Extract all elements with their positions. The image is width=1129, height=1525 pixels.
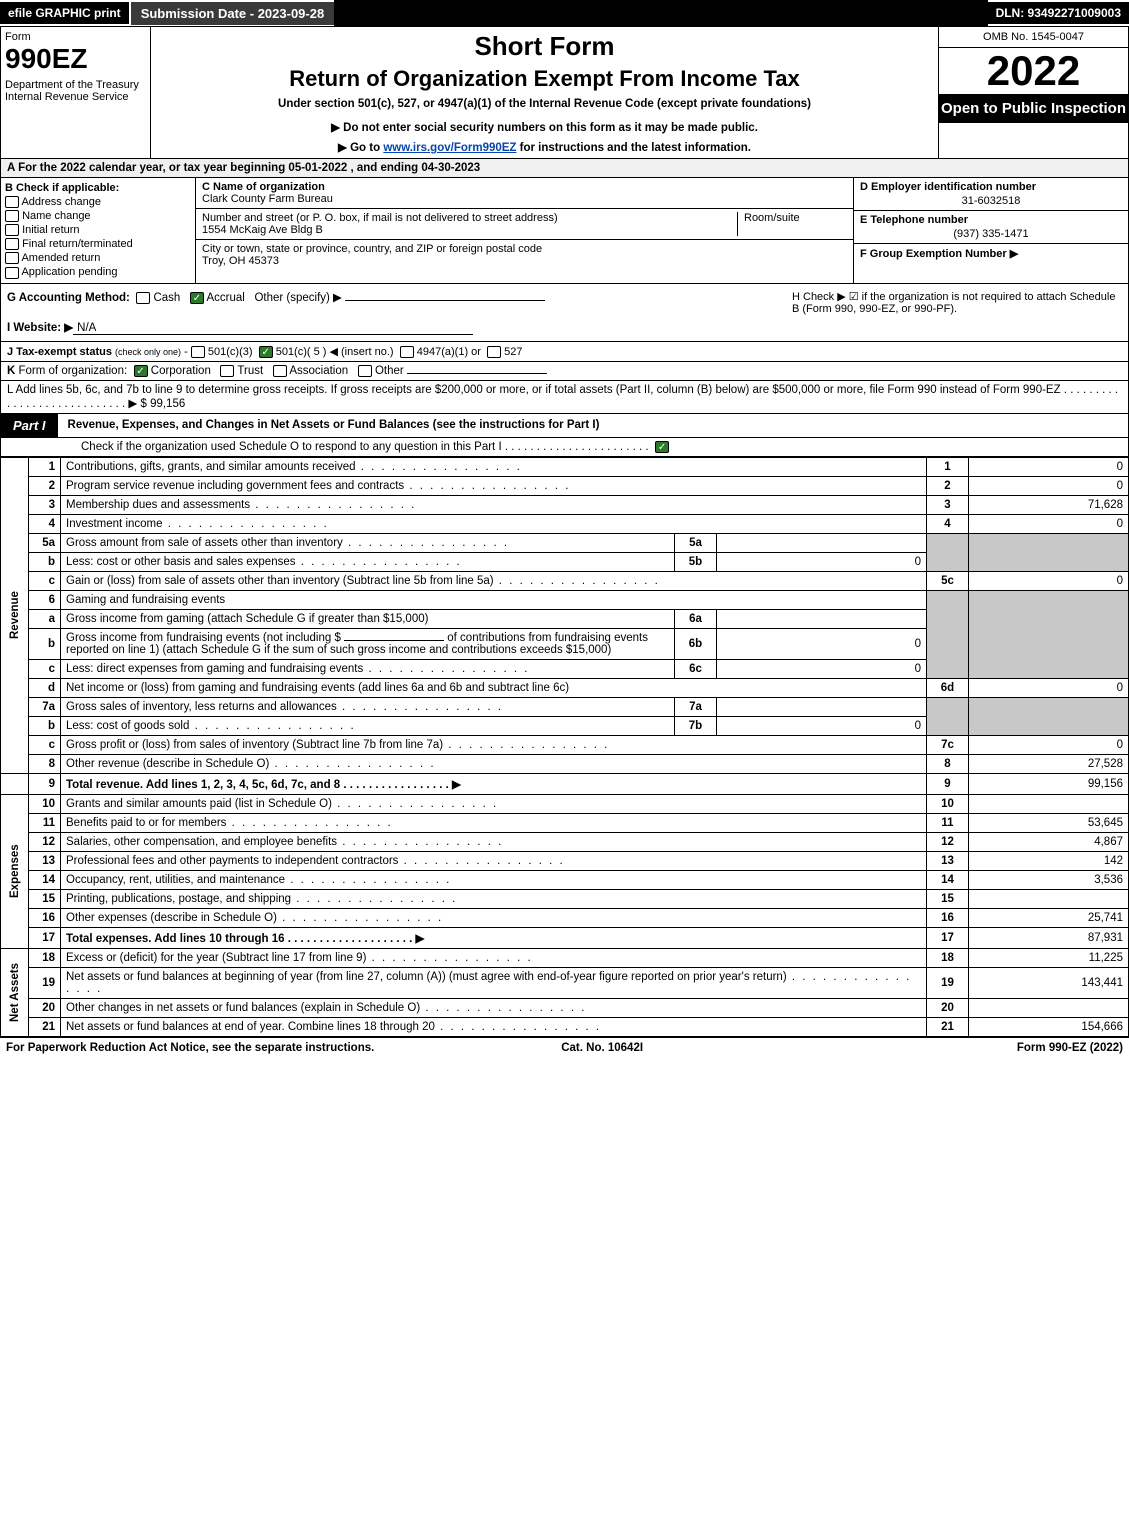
table-row: 7aGross sales of inventory, less returns… <box>1 697 1129 716</box>
dln-number: DLN: 93492271009003 <box>988 2 1129 24</box>
street-address: 1554 McKaig Ave Bldg B <box>202 224 323 236</box>
table-row: 2Program service revenue including gover… <box>1 476 1129 495</box>
table-row: 20Other changes in net assets or fund ba… <box>1 998 1129 1017</box>
chk-name-change[interactable]: Name change <box>5 210 191 222</box>
part1-check-o: Check if the organization used Schedule … <box>0 438 1129 457</box>
city-label: City or town, state or province, country… <box>202 243 542 255</box>
table-row: 17Total expenses. Add lines 10 through 1… <box>1 927 1129 948</box>
table-row: 14Occupancy, rent, utilities, and mainte… <box>1 870 1129 889</box>
chk-address-change[interactable]: Address change <box>5 196 191 208</box>
part1-tab: Part I <box>1 414 58 437</box>
table-row: dNet income or (loss) from gaming and fu… <box>1 678 1129 697</box>
table-row: 8Other revenue (describe in Schedule O)8… <box>1 754 1129 773</box>
section-b-title: B Check if applicable: <box>5 182 191 194</box>
department-label: Department of the Treasury Internal Reve… <box>5 79 146 103</box>
chk-application-pending[interactable]: Application pending <box>5 266 191 278</box>
table-row: 11Benefits paid to or for members1153,64… <box>1 813 1129 832</box>
gross-receipts: 99,156 <box>150 398 185 410</box>
table-row: cGain or (loss) from sale of assets othe… <box>1 571 1129 590</box>
table-row: 9Total revenue. Add lines 1, 2, 3, 4, 5c… <box>1 773 1129 794</box>
chk-final-return[interactable]: Final return/terminated <box>5 238 191 250</box>
goto-pre: ▶ Go to <box>338 142 383 154</box>
g-accrual[interactable]: Accrual <box>206 292 244 304</box>
table-row: cGross profit or (loss) from sales of in… <box>1 735 1129 754</box>
form-number: 990EZ <box>5 43 146 75</box>
row-i: I Website: ▶N/A <box>7 320 792 335</box>
website-val: N/A <box>77 322 96 334</box>
tax-year: 2022 <box>939 48 1128 94</box>
table-row: 4Investment income40 <box>1 514 1129 533</box>
topbar-spacer <box>334 0 987 26</box>
chk-amended-return[interactable]: Amended return <box>5 252 191 264</box>
telephone: (937) 335-1471 <box>860 228 1122 240</box>
table-row: 16Other expenses (describe in Schedule O… <box>1 908 1129 927</box>
ein: 31-6032518 <box>860 195 1122 207</box>
table-row: 6Gaming and fundraising events <box>1 590 1129 609</box>
cat-number: Cat. No. 10642I <box>561 1042 643 1054</box>
short-form-title: Short Form <box>155 31 934 62</box>
room-suite-label: Room/suite <box>737 212 847 236</box>
header-left: Form 990EZ Department of the Treasury In… <box>1 27 151 158</box>
section-l: L Add lines 5b, 6c, and 7b to line 9 to … <box>0 381 1129 414</box>
c-name-label: C Name of organization <box>202 181 847 193</box>
goto-line: ▶ Go to www.irs.gov/Form990EZ for instru… <box>155 140 934 154</box>
form-ref: Form 990-EZ (2022) <box>1017 1042 1123 1054</box>
ssn-warning: ▶ Do not enter social security numbers o… <box>155 120 934 134</box>
f-label: F Group Exemption Number ▶ <box>860 247 1122 260</box>
main-title: Return of Organization Exempt From Incom… <box>155 66 934 92</box>
table-row: 5aGross amount from sale of assets other… <box>1 533 1129 552</box>
netassets-side-label: Net Assets <box>1 948 29 1036</box>
revenue-side-label: Revenue <box>1 457 29 773</box>
omb-number: OMB No. 1545-0047 <box>939 27 1128 48</box>
table-row: 15Printing, publications, postage, and s… <box>1 889 1129 908</box>
submission-date: Submission Date - 2023-09-28 <box>129 2 335 25</box>
efile-graphic-print[interactable]: efile GRAPHIC print <box>0 2 129 24</box>
top-bar: efile GRAPHIC print Submission Date - 20… <box>0 0 1129 27</box>
form-label: Form <box>5 31 146 43</box>
goto-post: for instructions and the latest informat… <box>516 142 751 154</box>
row-a-tax-year: A For the 2022 calendar year, or tax yea… <box>0 159 1129 178</box>
e-label: E Telephone number <box>860 214 1122 226</box>
section-j: J Tax-exempt status (check only one) - 5… <box>0 342 1129 362</box>
chk-initial-return[interactable]: Initial return <box>5 224 191 236</box>
table-row: Net Assets 18Excess or (deficit) for the… <box>1 948 1129 967</box>
under-section: Under section 501(c), 527, or 4947(a)(1)… <box>155 98 934 110</box>
expenses-side-label: Expenses <box>1 794 29 948</box>
irs-link[interactable]: www.irs.gov/Form990EZ <box>383 142 516 154</box>
open-public-inspection: Open to Public Inspection <box>939 94 1128 123</box>
section-c: C Name of organization Clark County Farm… <box>196 178 853 283</box>
g-other[interactable]: Other (specify) ▶ <box>254 292 341 304</box>
section-b: B Check if applicable: Address change Na… <box>1 178 196 283</box>
header-mid: Short Form Return of Organization Exempt… <box>151 27 938 158</box>
row-g: G Accounting Method: Cash ✓ Accrual Othe… <box>7 290 792 304</box>
section-k: K Form of organization: ✓ Corporation Tr… <box>0 362 1129 381</box>
part1-header: Part I Revenue, Expenses, and Changes in… <box>0 414 1129 438</box>
bcdef-block: B Check if applicable: Address change Na… <box>0 178 1129 284</box>
section-ghi: G Accounting Method: Cash ✓ Accrual Othe… <box>0 284 1129 342</box>
g-cash[interactable]: Cash <box>153 292 180 304</box>
header-right: OMB No. 1545-0047 2022 Open to Public In… <box>938 27 1128 158</box>
city-state-zip: Troy, OH 45373 <box>202 255 279 267</box>
table-row: Expenses 10Grants and similar amounts pa… <box>1 794 1129 813</box>
table-row: 19Net assets or fund balances at beginni… <box>1 967 1129 998</box>
part1-title: Revenue, Expenses, and Changes in Net As… <box>58 415 1128 435</box>
form-header: Form 990EZ Department of the Treasury In… <box>0 27 1129 159</box>
table-row: 3Membership dues and assessments371,628 <box>1 495 1129 514</box>
table-row: 12Salaries, other compensation, and empl… <box>1 832 1129 851</box>
addr-label: Number and street (or P. O. box, if mail… <box>202 212 558 224</box>
section-def: D Employer identification number 31-6032… <box>853 178 1128 283</box>
page-footer: For Paperwork Reduction Act Notice, see … <box>0 1037 1129 1058</box>
part1-table: Revenue 1Contributions, gifts, grants, a… <box>0 457 1129 1037</box>
table-row: Revenue 1Contributions, gifts, grants, a… <box>1 457 1129 476</box>
row-h: H Check ▶ ☑ if the organization is not r… <box>792 290 1122 335</box>
paperwork-notice: For Paperwork Reduction Act Notice, see … <box>6 1042 374 1054</box>
org-name: Clark County Farm Bureau <box>202 193 847 205</box>
d-label: D Employer identification number <box>860 181 1122 193</box>
table-row: 13Professional fees and other payments t… <box>1 851 1129 870</box>
table-row: 21Net assets or fund balances at end of … <box>1 1017 1129 1036</box>
